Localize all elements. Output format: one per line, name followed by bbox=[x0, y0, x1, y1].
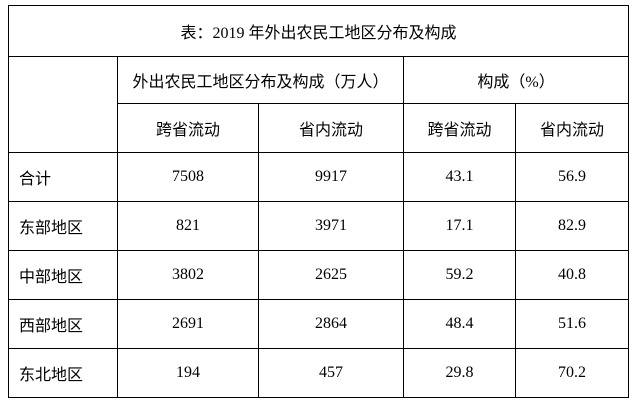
value-cell: 3802 bbox=[117, 250, 259, 300]
value-cell: 457 bbox=[258, 348, 404, 398]
table-body: 表：2019 年外出农民工地区分布及构成 外出农民工地区分布及构成（万人） 构成… bbox=[7, 5, 630, 398]
value-cell: 51.6 bbox=[514, 299, 630, 349]
group-header: 构成（%） bbox=[402, 56, 630, 104]
region-cell: 东部地区 bbox=[8, 201, 118, 251]
value-cell: 43.1 bbox=[403, 152, 516, 202]
sub-header: 跨省流动 bbox=[117, 103, 259, 153]
sub-header-row: 跨省流动 省内流动 跨省流动 省内流动 bbox=[9, 103, 630, 153]
value-cell: 2864 bbox=[258, 299, 404, 349]
corner-cell bbox=[8, 56, 118, 153]
data-row: 西部地区 2691 2864 48.4 51.6 bbox=[8, 299, 630, 349]
sub-header: 省内流动 bbox=[258, 103, 404, 153]
value-cell: 9917 bbox=[258, 152, 404, 202]
region-cell: 中部地区 bbox=[8, 250, 118, 300]
region-cell: 西部地区 bbox=[8, 299, 118, 349]
value-cell: 7508 bbox=[117, 152, 259, 202]
region-cell: 东北地区 bbox=[8, 348, 118, 398]
value-cell: 3971 bbox=[258, 201, 404, 251]
value-cell: 194 bbox=[117, 348, 259, 398]
value-cell: 2625 bbox=[258, 250, 404, 300]
value-cell: 29.8 bbox=[403, 348, 516, 398]
value-cell: 56.9 bbox=[514, 152, 630, 202]
region-cell: 合计 bbox=[8, 152, 118, 202]
data-row: 东北地区 194 457 29.8 70.2 bbox=[8, 348, 630, 398]
value-cell: 821 bbox=[117, 201, 259, 251]
data-row: 中部地区 3802 2625 59.2 40.8 bbox=[8, 250, 630, 300]
value-cell: 70.2 bbox=[514, 348, 630, 398]
value-cell: 82.9 bbox=[514, 201, 630, 251]
sub-header: 跨省流动 bbox=[403, 103, 516, 153]
table-title: 表：2019 年外出农民工地区分布及构成 bbox=[7, 5, 630, 57]
header-row: 外出农民工地区分布及构成（万人） 构成（%） bbox=[8, 56, 630, 153]
value-cell: 48.4 bbox=[403, 299, 516, 349]
value-cell: 17.1 bbox=[403, 201, 516, 251]
group-header: 外出农民工地区分布及构成（万人） bbox=[117, 56, 404, 104]
data-table: 表：2019 年外出农民工地区分布及构成 外出农民工地区分布及构成（万人） 构成… bbox=[7, 5, 630, 398]
data-row: 合计 7508 9917 43.1 56.9 bbox=[8, 152, 630, 202]
value-cell: 2691 bbox=[117, 299, 259, 349]
title-row: 表：2019 年外出农民工地区分布及构成 bbox=[7, 5, 630, 57]
value-cell: 40.8 bbox=[514, 250, 630, 300]
sub-header: 省内流动 bbox=[514, 103, 630, 153]
data-row: 东部地区 821 3971 17.1 82.9 bbox=[8, 201, 630, 251]
value-cell: 59.2 bbox=[403, 250, 516, 300]
